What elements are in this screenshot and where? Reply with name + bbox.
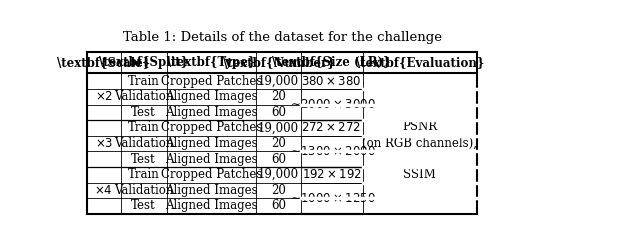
Text: Test: Test [131,106,156,119]
Text: $\times3$: $\times3$ [95,137,113,150]
Text: 20: 20 [271,90,286,103]
Text: Train: Train [127,122,159,134]
Text: $\times4$: $\times4$ [95,184,113,197]
Text: Aligned Images: Aligned Images [165,184,258,197]
Text: Validation: Validation [114,90,173,103]
Text: $\sim\!1300\times2000$: $\sim\!1300\times2000$ [287,145,376,158]
Text: \textbf{Evaluation}: \textbf{Evaluation} [356,56,484,69]
Text: $272\times272$: $272\times272$ [301,122,362,134]
Text: 19,000: 19,000 [258,75,299,88]
Text: SSIM: SSIM [403,168,436,181]
Text: $\sim\!2000\times3000$: $\sim\!2000\times3000$ [287,98,376,111]
Text: Cropped Patches: Cropped Patches [161,168,262,181]
Text: 20: 20 [271,137,286,150]
Text: 60: 60 [271,153,286,166]
Text: \textbf{Scale}: \textbf{Scale} [57,56,150,69]
Text: Table 1: Details of the dataset for the challenge: Table 1: Details of the dataset for the … [123,31,442,44]
Text: (on RGB channels),: (on RGB channels), [362,137,477,150]
Text: $192\times192$: $192\times192$ [301,168,362,181]
Text: \textbf{Type}: \textbf{Type} [167,56,255,69]
Text: Validation: Validation [114,137,173,150]
Text: 19,000: 19,000 [258,168,299,181]
Text: 60: 60 [271,199,286,212]
Text: Cropped Patches: Cropped Patches [161,122,262,134]
Text: Validation: Validation [114,184,173,197]
Text: 19,000: 19,000 [258,122,299,134]
Text: $\times2$: $\times2$ [95,90,113,103]
Text: Train: Train [127,75,159,88]
Text: Aligned Images: Aligned Images [165,199,258,212]
Text: Aligned Images: Aligned Images [165,90,258,103]
Text: Aligned Images: Aligned Images [165,137,258,150]
Text: Train: Train [127,168,159,181]
Text: 20: 20 [271,184,286,197]
Text: \textbf{Number}: \textbf{Number} [223,56,334,69]
Text: Aligned Images: Aligned Images [165,106,258,119]
Text: $\sim\!1000\times1250$: $\sim\!1000\times1250$ [287,192,376,205]
Text: \textbf{Split}: \textbf{Split} [99,56,188,69]
Text: Aligned Images: Aligned Images [165,153,258,166]
Text: Test: Test [131,199,156,212]
Text: Cropped Patches: Cropped Patches [161,75,262,88]
Text: PSNR: PSNR [402,120,437,133]
Text: $380\times380$: $380\times380$ [301,75,362,88]
Text: \textbf{Size (LR)}: \textbf{Size (LR)} [272,56,391,69]
Text: Test: Test [131,153,156,166]
Text: 60: 60 [271,106,286,119]
